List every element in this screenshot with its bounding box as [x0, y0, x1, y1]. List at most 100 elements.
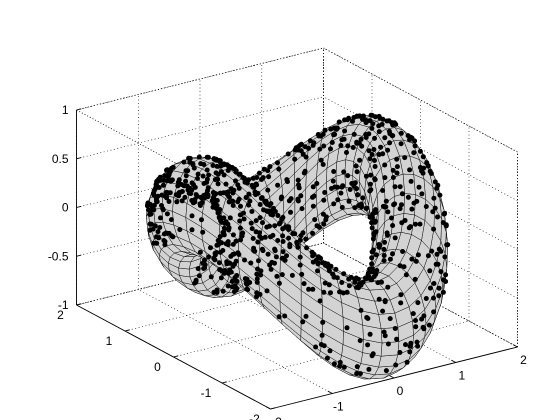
data-point: [248, 260, 254, 266]
data-point: [249, 226, 255, 232]
data-point: [300, 230, 306, 236]
data-point: [389, 120, 395, 126]
data-point: [417, 148, 423, 154]
data-point: [164, 178, 170, 184]
data-point: [223, 219, 229, 225]
box-edge: [323, 47, 518, 153]
x-tick-label: 0: [397, 384, 404, 398]
data-point: [200, 173, 206, 179]
data-point: [382, 175, 388, 181]
data-point: [365, 342, 371, 348]
data-point: [226, 164, 232, 170]
data-point: [427, 285, 433, 291]
data-point: [265, 168, 271, 174]
data-point: [265, 187, 271, 193]
data-point: [392, 326, 398, 331]
data-point: [366, 131, 372, 137]
data-point: [183, 178, 189, 184]
data-point: [282, 313, 288, 319]
data-point: [230, 198, 236, 204]
data-point: [275, 238, 281, 243]
data-point: [384, 230, 390, 236]
data-point: [413, 318, 418, 323]
data-point: [232, 283, 238, 289]
data-point: [412, 138, 418, 144]
data-point: [166, 172, 172, 178]
z-tick-label: -0.5: [48, 249, 69, 263]
data-point: [278, 196, 284, 202]
data-point: [183, 168, 189, 174]
data-point: [368, 112, 374, 118]
data-point: [298, 193, 304, 199]
data-point: [215, 181, 221, 187]
data-point: [341, 169, 347, 175]
data-point: [223, 181, 229, 187]
data-point: [285, 151, 291, 157]
data-point: [405, 194, 411, 200]
data-point: [277, 220, 283, 226]
data-point: [191, 182, 196, 188]
data-point: [341, 271, 347, 277]
data-point: [195, 266, 201, 272]
data-point: [232, 276, 238, 282]
data-point: [327, 348, 333, 354]
data-point: [215, 238, 221, 243]
data-point: [152, 186, 158, 192]
scatter-points: [144, 112, 451, 377]
data-point: [435, 214, 440, 220]
data-point: [256, 258, 261, 264]
data-point: [337, 359, 343, 365]
data-point: [393, 362, 399, 368]
data-point: [382, 162, 388, 168]
data-point: [189, 213, 195, 219]
z-tick-label: 1: [62, 103, 69, 117]
data-point: [380, 188, 386, 193]
data-point: [351, 131, 357, 137]
data-point: [373, 210, 379, 215]
tick-mark: [327, 390, 333, 394]
data-point: [423, 204, 429, 209]
data-point: [208, 274, 214, 280]
grid-line: [76, 47, 324, 111]
data-point: [346, 283, 352, 289]
tick-mark: [76, 254, 82, 257]
data-point: [369, 125, 375, 131]
data-point: [352, 205, 358, 211]
data-point: [269, 259, 275, 265]
data-point: [398, 141, 404, 147]
data-point: [227, 260, 233, 266]
data-point: [425, 253, 431, 259]
data-point: [204, 154, 210, 160]
data-point: [372, 176, 378, 182]
data-point: [265, 251, 271, 257]
data-point: [214, 250, 219, 255]
data-point: [378, 144, 384, 150]
data-point: [383, 198, 389, 204]
data-point: [264, 288, 270, 294]
data-point: [156, 185, 162, 190]
data-point: [230, 203, 236, 208]
data-point: [310, 142, 316, 148]
data-point: [162, 193, 168, 199]
data-point: [183, 173, 189, 179]
surface-patch: [344, 159, 354, 176]
data-point: [398, 130, 404, 136]
data-point: [282, 257, 288, 263]
data-point: [284, 224, 290, 230]
data-point: [408, 224, 413, 230]
data-point: [202, 262, 208, 268]
data-point: [412, 276, 418, 282]
data-point: [413, 324, 419, 330]
data-point: [189, 227, 195, 233]
data-point: [239, 233, 245, 239]
data-point: [375, 280, 381, 286]
data-point: [369, 152, 375, 157]
data-point: [444, 242, 450, 248]
data-point: [294, 241, 300, 247]
data-point: [250, 236, 256, 241]
z-tick-label: -1: [58, 298, 69, 312]
data-point: [403, 272, 409, 278]
data-point: [270, 212, 276, 218]
data-point: [367, 181, 373, 187]
tick-mark: [221, 381, 227, 384]
